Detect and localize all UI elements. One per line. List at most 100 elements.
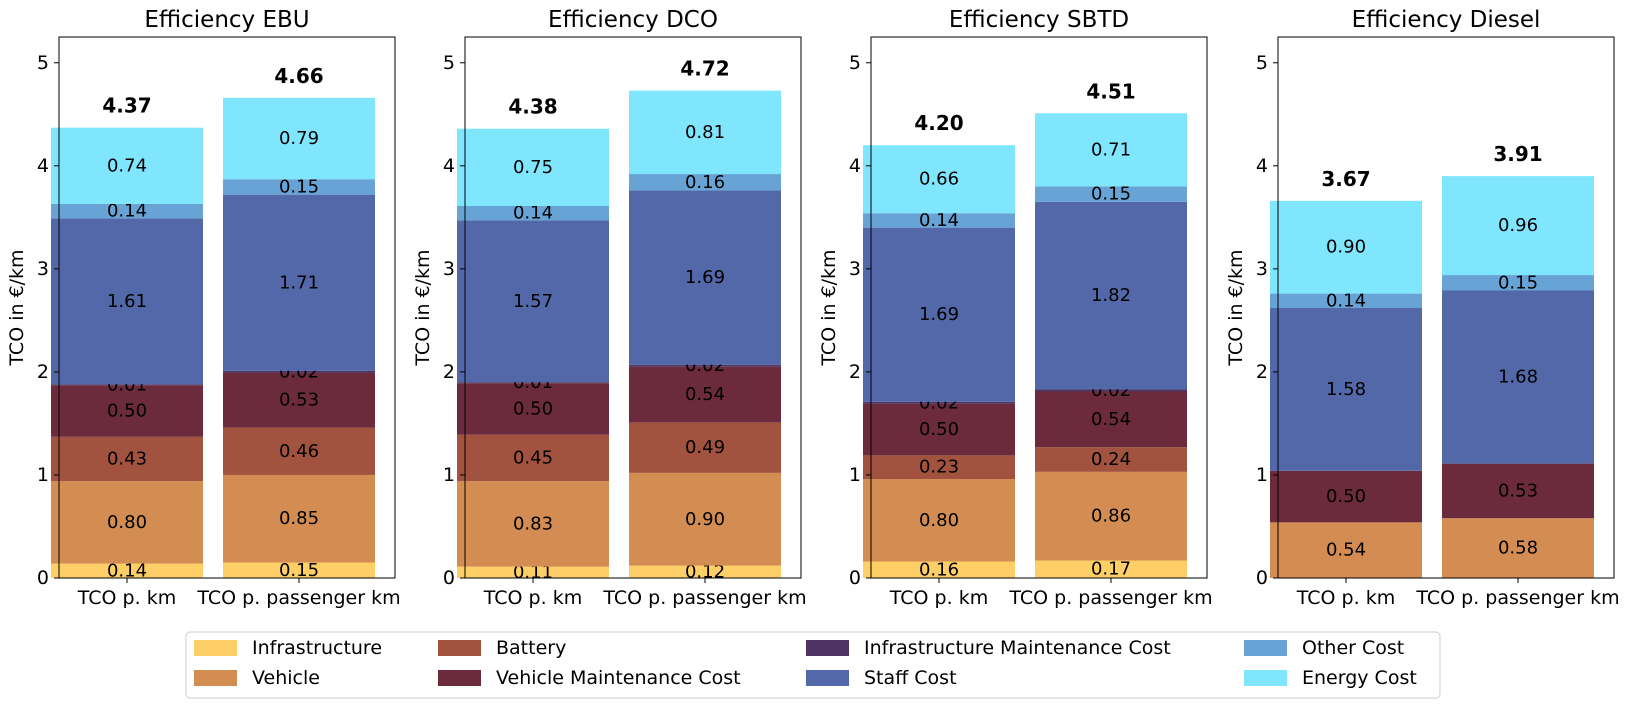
segment-label-p1-c1: 0.14 [107, 560, 147, 581]
bar-p1-c2-energy-cost [223, 97, 375, 180]
segment-label-p3-c1: 0.66 [919, 169, 959, 190]
y-tick-label-p2: 5 [443, 52, 455, 74]
segment-label-p1-c2: 0.85 [279, 508, 319, 529]
segment-label-p2-c1: 0.50 [513, 399, 553, 420]
axes-frame-p1 [58, 36, 396, 579]
axes-frame-p2 [464, 36, 802, 579]
bar-p3-c2-staff-cost [1035, 201, 1187, 390]
bar-p3-c1-infrastructure-maintenance-cost [863, 401, 1015, 404]
segment-label-p1-c2: 0.79 [279, 128, 319, 149]
chart-title-p3: Efficiency SBTD [949, 7, 1129, 33]
axes-frame-p4 [1277, 36, 1615, 579]
segment-label-p3-c2: 0.54 [1091, 409, 1131, 430]
y-tick-label-p3: 2 [849, 361, 861, 383]
segment-label-p1-c1: 0.50 [107, 401, 147, 422]
bar-p4-c1-energy-cost [1270, 200, 1422, 294]
legend-swatch-vehicle-maintenance-cost [438, 670, 481, 686]
total-label-p3-c2: 4.51 [1086, 79, 1135, 103]
segment-label-p2-c1: 0.83 [513, 513, 553, 534]
y-tick-label-p3: 1 [849, 464, 861, 486]
bar-p2-c1-staff-cost [457, 220, 609, 383]
segment-label-p2-c2: 0.16 [685, 172, 725, 193]
y-axis-label-p3: TCO in €/km [818, 249, 840, 366]
segment-label-p4-c2: 1.68 [1498, 367, 1538, 388]
segment-label-p3-c2: 0.24 [1091, 449, 1131, 470]
bar-p2-c2-vehicle-maintenance-cost [629, 366, 781, 423]
segment-label-p1-c1: 0.43 [107, 448, 147, 469]
total-label-p3-c1: 4.20 [914, 111, 963, 135]
bar-p2-c2-infrastructure-maintenance-cost [629, 364, 781, 367]
y-tick-label-p4: 2 [1256, 361, 1268, 383]
bar-p1-c2-staff-cost [223, 194, 375, 371]
bar-p3-c2-vehicle-maintenance-cost [1035, 391, 1187, 448]
bar-p4-c1-vehicle-maintenance-cost [1270, 470, 1422, 523]
legend-label: Vehicle Maintenance Cost [496, 667, 741, 689]
segment-label-p3-c1: 0.23 [919, 457, 959, 478]
total-label-p4-c1: 3.67 [1321, 167, 1370, 191]
y-tick-label-p2: 2 [443, 361, 455, 383]
y-tick-label-p4: 1 [1256, 464, 1268, 486]
bar-p3-c2-infrastructure [1035, 560, 1187, 578]
segment-label-p4-c2: 0.15 [1498, 272, 1538, 293]
legend-swatch-vehicle [194, 670, 237, 686]
segment-label-p1-c1: 0.14 [107, 201, 147, 222]
y-tick-label-p2: 3 [443, 258, 455, 280]
segment-label-p1-c2: 0.15 [279, 176, 319, 197]
y-tick-label-p2: 0 [443, 567, 455, 589]
chart-title-p2: Efficiency DCO [548, 7, 718, 33]
segment-label-p1-c2: 1.71 [279, 272, 319, 293]
y-tick-label-p1: 0 [37, 567, 49, 589]
total-label-p1-c1: 4.37 [102, 94, 151, 118]
segment-label-p1-c2: 0.15 [279, 560, 319, 581]
bar-p4-c2-vehicle-maintenance-cost [1442, 463, 1594, 519]
y-axis-label-p4: TCO in €/km [1225, 249, 1247, 366]
segment-label-p3-c2: 1.82 [1091, 285, 1131, 306]
segment-label-p3-c2: 0.86 [1091, 506, 1131, 527]
x-tick-label-p2-c1: TCO p. km [483, 587, 582, 609]
segment-label-p3-c1: 0.14 [919, 210, 959, 231]
y-tick-label-p4: 3 [1256, 258, 1268, 280]
bar-p2-c1-other-cost [457, 205, 609, 221]
bar-p1-c1-other-cost [51, 203, 203, 219]
bar-p4-c1-other-cost [1270, 293, 1422, 309]
bar-p1-c1-energy-cost [51, 127, 203, 204]
segment-label-p1-c1: 1.61 [107, 291, 147, 312]
bar-p3-c1-other-cost [863, 213, 1015, 228]
x-tick-label-p4-c1: TCO p. km [1296, 587, 1395, 609]
segment-label-p2-c1: 0.14 [513, 203, 553, 224]
segment-label-p2-c1: 0.45 [513, 447, 553, 468]
bar-p2-c1-vehicle [457, 481, 609, 567]
y-tick-label-p1: 4 [37, 155, 49, 177]
bar-p4-c2-staff-cost [1442, 290, 1594, 464]
axes-frame-p3 [870, 36, 1208, 579]
bar-p2-c2-battery [629, 422, 781, 473]
segment-label-p2-c2: 0.54 [685, 384, 725, 405]
segment-label-p1-c1: 0.80 [107, 512, 147, 533]
bar-p1-c2-battery [223, 427, 375, 475]
bar-p1-c1-staff-cost [51, 218, 203, 385]
bar-p4-c1-vehicle [1270, 522, 1422, 578]
x-tick-label-p2-c2: TCO p. passenger km [602, 587, 806, 609]
segment-label-p4-c2: 0.58 [1498, 538, 1538, 559]
total-label-p2-c2: 4.72 [680, 57, 729, 81]
segment-label-p3-c1: 0.80 [919, 510, 959, 531]
bar-p3-c2-vehicle [1035, 471, 1187, 561]
bar-p2-c2-energy-cost [629, 90, 781, 175]
legend-swatch-staff-cost [806, 670, 849, 686]
segment-label-p1-c1: 0.74 [107, 155, 147, 176]
bar-p1-c2-vehicle-maintenance-cost [223, 372, 375, 428]
legend-swatch-infrastructure-maintenance-cost [806, 640, 849, 656]
bar-p2-c1-battery [457, 434, 609, 482]
bar-p1-c1-infrastructure-maintenance-cost [51, 384, 203, 386]
total-label-p4-c2: 3.91 [1493, 142, 1542, 166]
bar-p3-c1-battery [863, 455, 1015, 480]
segment-label-p2-c2: 0.81 [685, 122, 725, 143]
segment-label-p2-c1: 0.75 [513, 157, 553, 178]
y-tick-label-p3: 0 [849, 567, 861, 589]
bar-p3-c1-vehicle [863, 479, 1015, 562]
legend-label: Battery [496, 637, 566, 659]
total-label-p2-c1: 4.38 [508, 95, 557, 119]
chart-title-p4: Efficiency Diesel [1352, 7, 1541, 33]
